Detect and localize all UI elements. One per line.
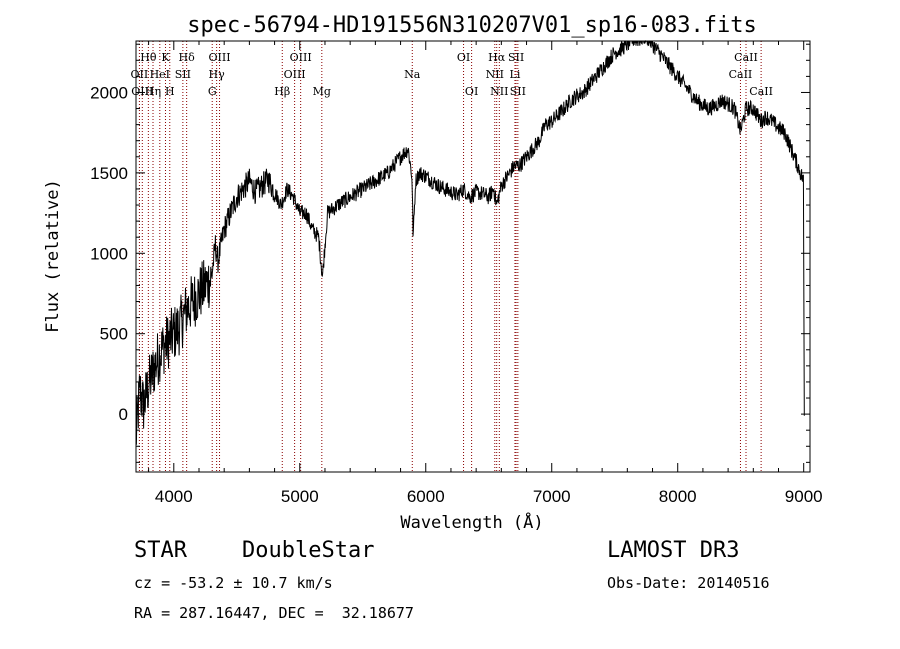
spectral-line-markers	[138, 41, 762, 472]
line-label: K	[161, 51, 170, 64]
line-label: CaII	[734, 51, 758, 64]
object-subclass: DoubleStar	[242, 538, 375, 563]
line-label: HeI	[150, 68, 170, 81]
y-tick-label: 2000	[90, 83, 128, 102]
y-tick-label: 500	[100, 325, 128, 344]
x-tick-label: 4000	[155, 487, 193, 506]
line-label: Na	[404, 68, 421, 81]
line-label: Hγ	[209, 68, 226, 81]
line-label: OIII	[284, 68, 306, 81]
line-label: OIII	[290, 51, 312, 64]
x-axis: 4000 5000 6000 7000 8000 9000	[148, 41, 823, 506]
line-label: SII	[175, 68, 191, 81]
obs-date: Obs-Date: 20140516	[607, 574, 770, 592]
line-label: OII	[131, 68, 149, 81]
x-tick-label: 7000	[533, 487, 571, 506]
line-label: NII	[486, 68, 504, 81]
line-label: OI	[457, 51, 470, 64]
line-label: OIII	[131, 85, 153, 98]
line-label: CaII	[749, 85, 773, 98]
y-tick-label: 1500	[90, 164, 128, 183]
line-label: OIII	[208, 51, 230, 64]
line-label: NII	[490, 85, 508, 98]
chart-title: spec-56794-HD191556N310207V01_sp16-083.f…	[187, 13, 757, 38]
x-axis-label: Wavelength (Å)	[400, 511, 543, 533]
x-tick-label: 9000	[785, 487, 823, 506]
y-tick-label: 1000	[90, 244, 128, 263]
line-label: Hη	[145, 85, 161, 98]
line-label: G	[208, 85, 217, 98]
x-tick-label: 6000	[407, 487, 445, 506]
line-label: H	[165, 85, 175, 98]
line-label: OI	[465, 85, 478, 98]
line-label: CaII	[729, 68, 753, 81]
line-label: SII	[510, 85, 526, 98]
line-label: Hθ	[140, 51, 157, 64]
plot-frame	[135, 40, 811, 473]
y-axis-label: Flux (relative)	[43, 179, 63, 333]
line-label: Hβ	[274, 85, 290, 98]
object-class: STAR	[134, 538, 187, 563]
line-label: SII	[508, 51, 524, 64]
line-label: Li	[510, 68, 521, 81]
line-label: Mg	[313, 85, 331, 98]
line-label: Hα	[488, 51, 506, 64]
coordinates: RA = 287.16447, DEC = 32.18677	[134, 604, 414, 622]
spectrum-line	[135, 39, 805, 445]
x-tick-label: 5000	[281, 487, 319, 506]
survey-name: LAMOST DR3	[607, 538, 740, 563]
redshift-cz: cz = -53.2 ± 10.7 km/s	[134, 574, 333, 592]
x-tick-label: 8000	[659, 487, 697, 506]
y-axis: 0 500 1000 1500 2000	[90, 43, 810, 463]
y-tick-label: 0	[119, 405, 128, 424]
line-label: Hδ	[179, 51, 196, 64]
